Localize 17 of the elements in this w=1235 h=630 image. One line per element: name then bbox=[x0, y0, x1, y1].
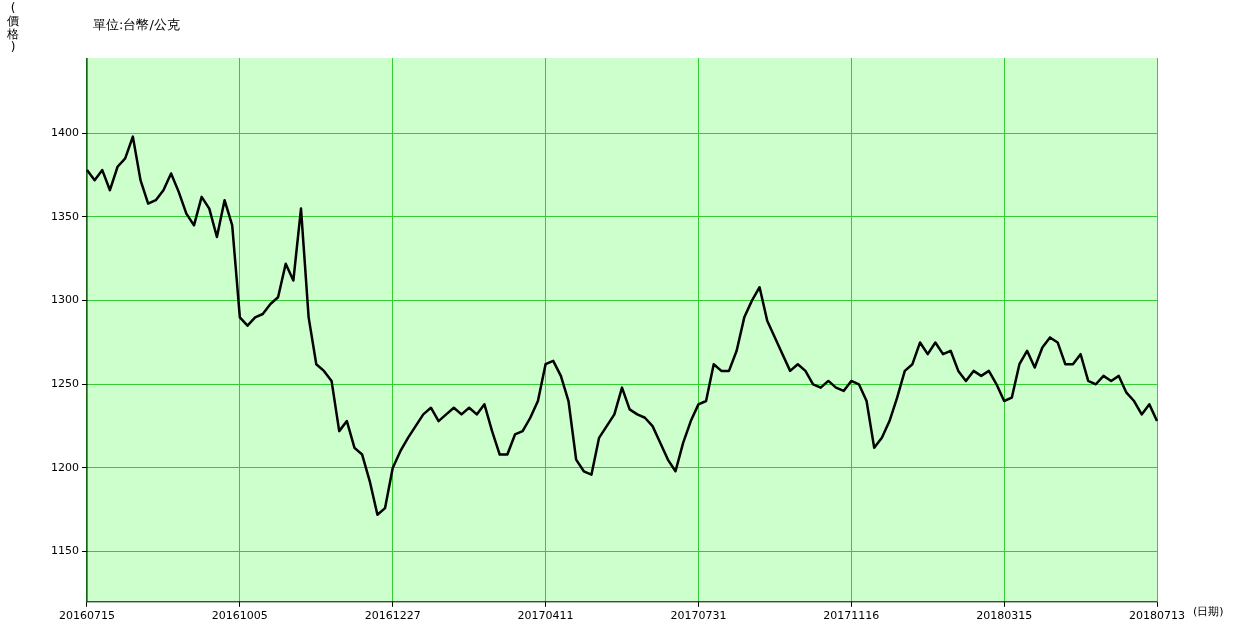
x-axis-title: (日期) bbox=[1193, 604, 1224, 619]
y-tick-label: 1300 bbox=[50, 293, 79, 307]
x-tick-label: 20170411 bbox=[517, 609, 574, 623]
x-tick-label: 20180315 bbox=[976, 609, 1033, 623]
y-tick-label: 1250 bbox=[50, 377, 79, 391]
y-tick-label: 1150 bbox=[50, 544, 79, 558]
x-tick-label: 20160715 bbox=[58, 609, 115, 623]
y-tick-label: 1400 bbox=[50, 126, 79, 140]
x-tick-label: 20161227 bbox=[364, 609, 421, 623]
y-tick-label: 1350 bbox=[50, 209, 79, 223]
x-tick-label: 20171116 bbox=[823, 609, 880, 623]
x-tick-label: 20180713 bbox=[1129, 609, 1185, 623]
x-tick-label: 20170731 bbox=[670, 609, 727, 623]
x-tick-label: 20161005 bbox=[211, 609, 268, 623]
y-axis-title: (價格) bbox=[6, 1, 20, 54]
y-tick-label: 1200 bbox=[50, 460, 79, 474]
chart-subtitle: 單位:台幣/公克 bbox=[93, 16, 180, 34]
